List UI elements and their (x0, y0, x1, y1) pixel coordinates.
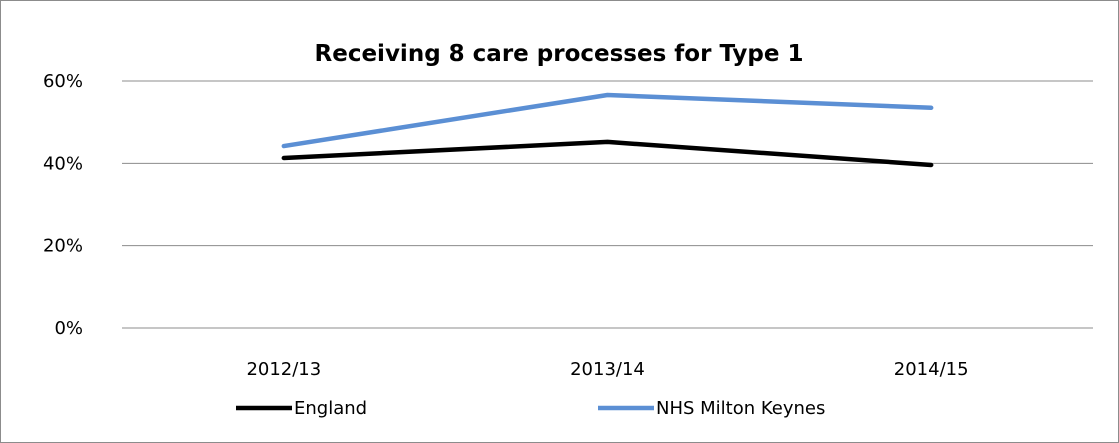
legend: England NHS Milton Keynes (236, 398, 825, 419)
y-axis-ticks: 0% 20% 40% 60% (43, 71, 83, 339)
y-tick-label: 60% (43, 71, 83, 92)
y-tick-label: 0% (54, 318, 83, 339)
legend-label: England (294, 398, 367, 419)
series-lines (281, 92, 934, 168)
x-tick-label: 2013/14 (570, 359, 645, 380)
x-tick-label: 2012/13 (246, 359, 321, 380)
x-axis-ticks: 2012/13 2013/14 2014/15 (246, 359, 968, 380)
x-tick-label: 2014/15 (894, 359, 969, 380)
series-line-england (281, 139, 934, 168)
legend-label: NHS Milton Keynes (656, 398, 825, 419)
y-tick-label: 20% (43, 236, 83, 257)
y-tick-label: 40% (43, 153, 83, 174)
gridlines (122, 80, 1093, 329)
chart-title: Receiving 8 care processes for Type 1 (315, 41, 804, 67)
series-line-nhs-milton-keynes (281, 92, 934, 149)
